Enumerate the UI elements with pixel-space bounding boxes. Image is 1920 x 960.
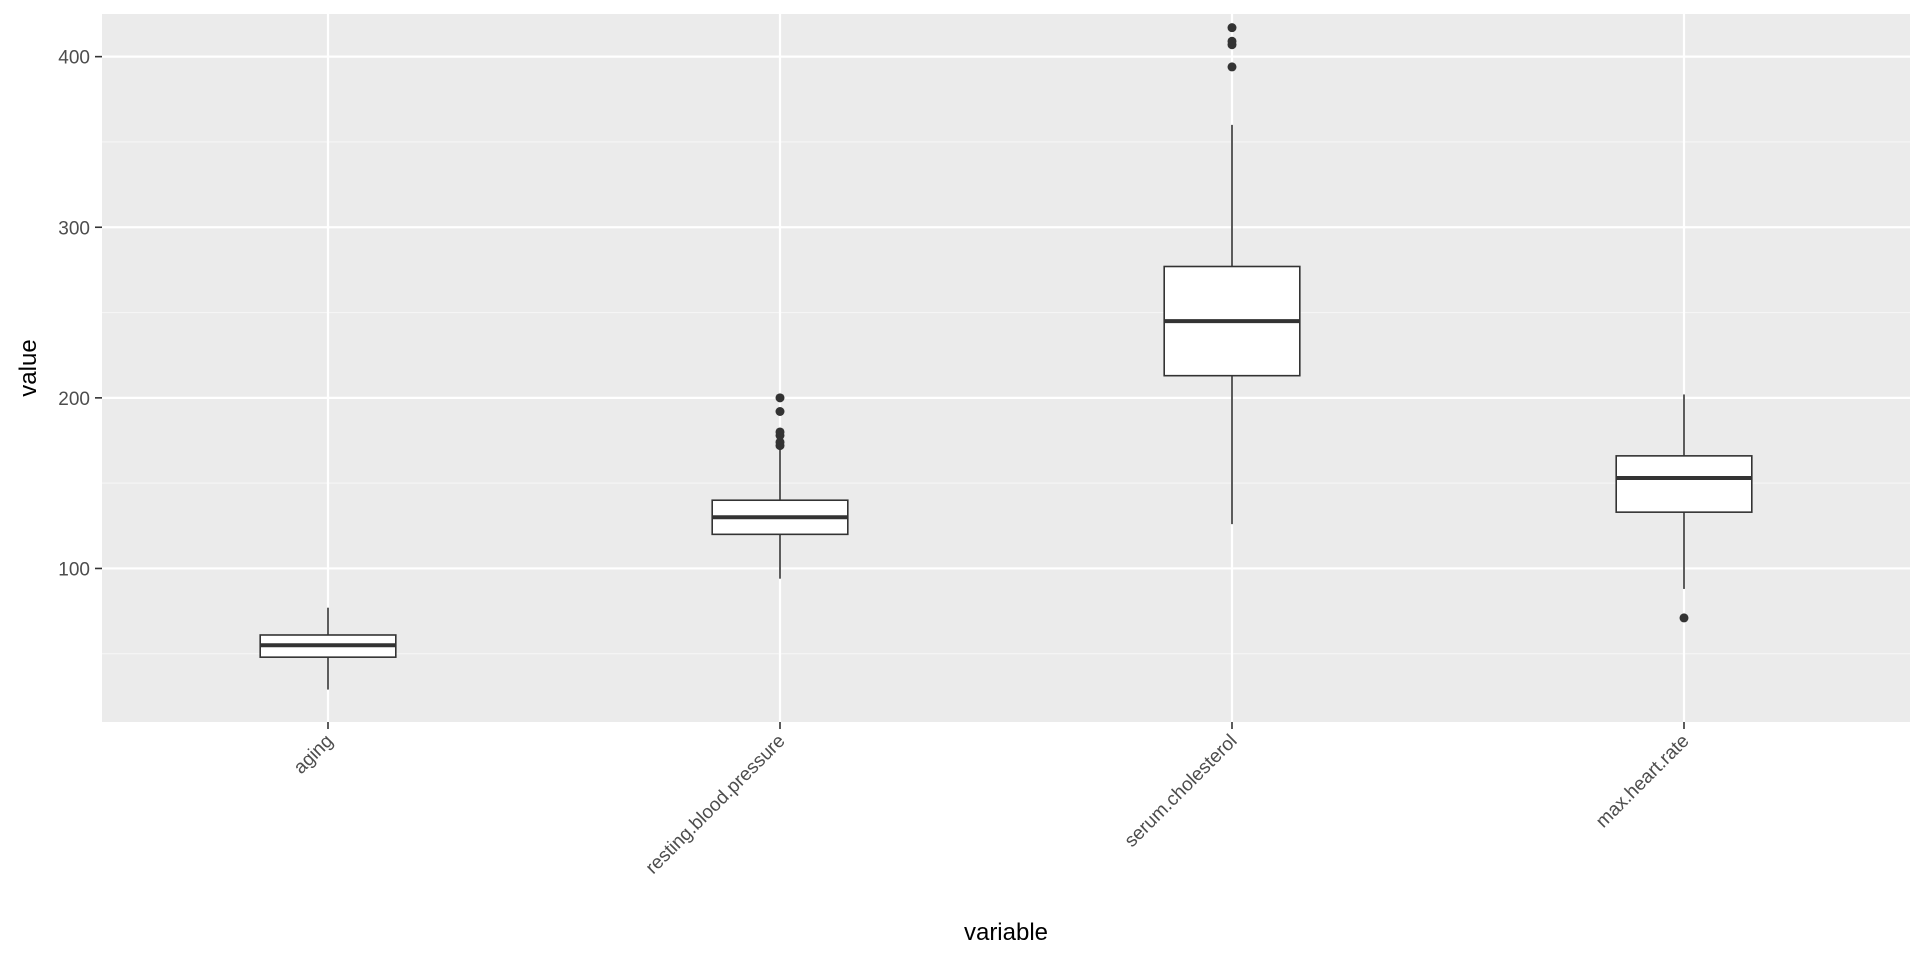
box-max.heart.rate [1615,394,1753,623]
box-iqr [1615,455,1753,513]
outlier-point [775,437,785,447]
x-tick-label: aging [290,731,338,779]
box-resting.blood.pressure [711,393,849,579]
minor-gridlines [102,141,1910,655]
y-tick-label: 200 [58,389,90,410]
outlier-point [1679,613,1689,623]
box-aging [259,607,397,690]
y-axis-title: value [15,339,42,396]
outlier-point [1227,36,1237,46]
y-tick-label: 400 [58,48,90,69]
outlier-point [775,427,785,437]
box-serum.cholesterol [1163,23,1301,525]
outlier-point [1227,62,1237,72]
x-tick-label: serum.cholesterol [1121,731,1242,852]
x-axis-title: variable [964,919,1048,946]
plot-panel [102,14,1910,722]
x-tick-label: resting.blood.pressure [642,731,790,879]
outlier-point [775,393,785,403]
outlier-point [775,407,785,417]
x-tick-label: max.heart.rate [1592,731,1693,832]
boxes-layer [259,23,1753,690]
y-tick-label: 100 [58,559,90,580]
outlier-point [1227,23,1237,33]
y-axis: 100 200 300 400 [58,48,102,580]
y-tick-label: 300 [58,218,90,239]
x-axis: aging resting.blood.pressure serum.cholest… [290,722,1694,878]
